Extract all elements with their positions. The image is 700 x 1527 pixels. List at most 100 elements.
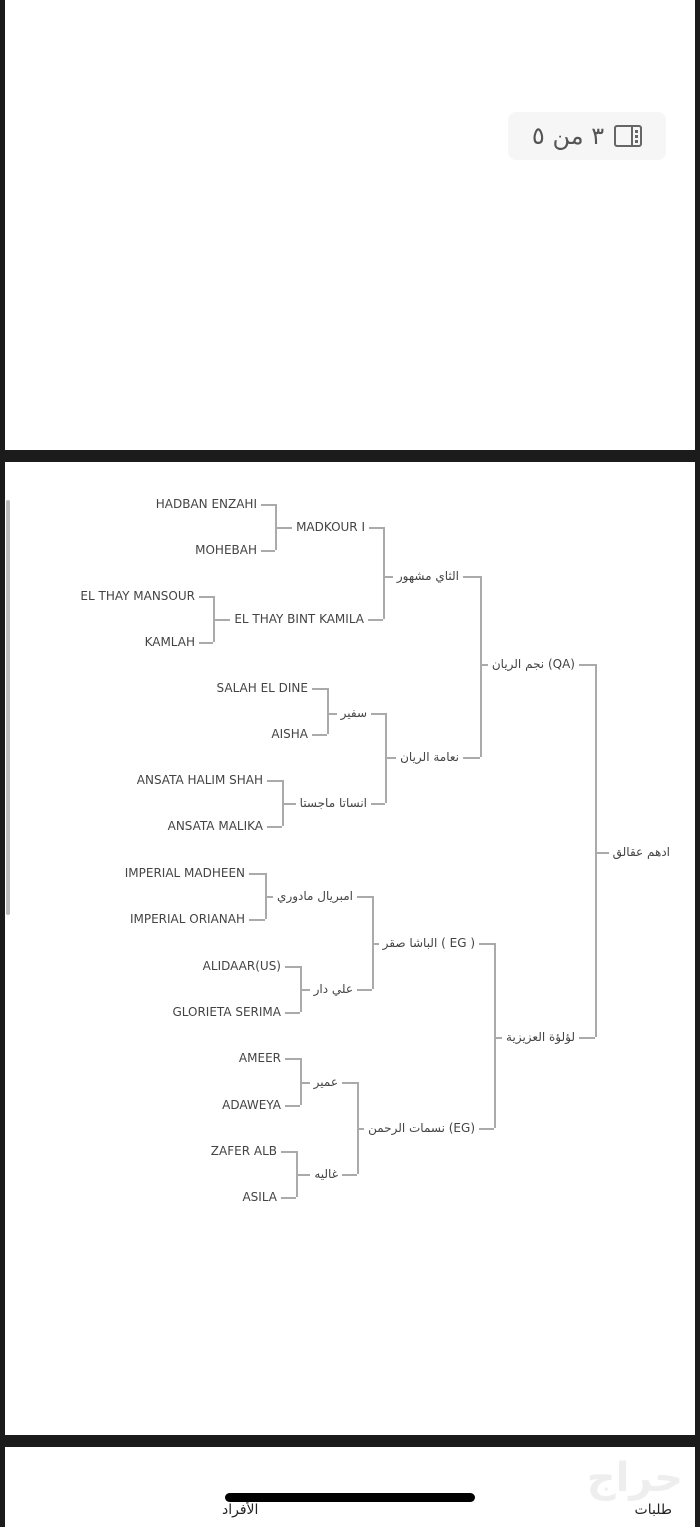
connector-line [371, 713, 385, 715]
connector-line [494, 943, 496, 1128]
connector-line [480, 576, 482, 757]
connector-line [357, 1082, 359, 1174]
pedigree-node-gen5: KAMLAH [144, 635, 195, 649]
connector-line [480, 664, 488, 666]
connector-line [275, 527, 293, 529]
connector-line [265, 873, 267, 919]
connector-line [213, 596, 215, 642]
footer-link-right[interactable]: طلبات [634, 1502, 672, 1518]
connector-line [327, 713, 337, 715]
image-viewer-panel: ٣ من ٥ [5, 0, 695, 450]
pedigree-node-gen4: علي دار [313, 982, 353, 996]
connector-line [281, 1197, 296, 1199]
connector-line [383, 576, 393, 578]
connector-line [282, 803, 296, 805]
image-counter-badge[interactable]: ٣ من ٥ [508, 112, 666, 160]
pedigree-node-gen4: غاليه [314, 1167, 338, 1181]
pedigree-node-gen5: MOHEBAH [195, 543, 257, 557]
pedigree-node-gen5: IMPERIAL MADHEEN [124, 866, 245, 880]
pedigree-node-gen5: AMEER [238, 1051, 281, 1065]
connector-line [285, 1058, 300, 1060]
home-indicator [225, 1493, 475, 1502]
pedigree-node-gen1: ادهم عقالق [612, 845, 670, 859]
connector-line [479, 943, 494, 945]
connector-line [463, 576, 480, 578]
connector-line [383, 527, 385, 619]
connector-line [261, 550, 275, 552]
pedigree-node-gen5: AISHA [271, 727, 308, 741]
connector-line [267, 780, 282, 782]
connector-line [249, 919, 265, 921]
pedigree-node-gen3: نعامة الريان [400, 750, 459, 764]
pedigree-node-gen3: الثاي مشهور [396, 569, 459, 583]
connector-line [595, 664, 597, 1037]
connector-line [368, 619, 383, 621]
connector-line [463, 757, 480, 759]
pedigree-node-gen5: GLORIETA SERIMA [172, 1005, 281, 1019]
connector-line [267, 826, 282, 828]
footer-panel: حراج [5, 1447, 695, 1527]
footer-link-left[interactable]: الأفراد [222, 1502, 259, 1518]
pedigree-node-gen5: SALAH EL DINE [216, 681, 308, 695]
connector-line [261, 504, 275, 506]
pedigree-node-gen5: ANSATA MALIKA [167, 819, 263, 833]
connector-line [579, 1037, 595, 1039]
connector-line [357, 896, 372, 898]
pedigree-node-gen4: امبريال مادوري [277, 889, 353, 903]
connector-line [372, 896, 374, 989]
connector-line [285, 966, 300, 968]
connector-line [249, 873, 265, 875]
connector-line [296, 1151, 298, 1197]
pedigree-node-gen2: لؤلؤة العزيزية [506, 1030, 575, 1044]
connector-line [357, 989, 372, 991]
connector-line [479, 1128, 494, 1130]
connector-line [300, 1082, 310, 1084]
pedigree-node-gen4: MADKOUR I [296, 520, 365, 534]
pedigree-node-gen4: سفير [340, 706, 367, 720]
gallery-panel-icon [614, 125, 643, 147]
connector-line [372, 943, 379, 945]
connector-line [213, 619, 231, 621]
connector-line [312, 734, 327, 736]
connector-line [342, 1174, 357, 1176]
pedigree-node-gen5: ZAFER ALB [210, 1144, 277, 1158]
pedigree-node-gen5: IMPERIAL ORIANAH [129, 912, 245, 926]
connector-line [327, 688, 329, 734]
pedigree-image-panel [5, 462, 695, 1435]
connector-line [285, 1012, 300, 1014]
pedigree-node-gen4: انساتا ماجستا [299, 796, 367, 810]
pedigree-node-gen5: ALIDAAR(US) [202, 959, 281, 973]
connector-line [285, 1105, 300, 1107]
connector-line [300, 966, 302, 1012]
image-counter-text: ٣ من ٥ [531, 122, 605, 150]
pedigree-node-gen5: ANSATA HALIM SHAH [136, 773, 263, 787]
scrollbar[interactable] [6, 500, 10, 915]
pedigree-node-gen5: EL THAY MANSOUR [80, 589, 195, 603]
haraj-logo: حراج [586, 1455, 683, 1501]
connector-line [199, 596, 213, 598]
connector-line [282, 780, 284, 826]
pedigree-node-gen5: HADBAN ENZAHI [155, 497, 257, 511]
connector-line [296, 1174, 311, 1176]
connector-line [385, 757, 397, 759]
connector-line [281, 1151, 296, 1153]
pedigree-node-gen4: EL THAY BINT KAMILA [234, 612, 364, 626]
connector-line [494, 1037, 503, 1039]
connector-line [300, 989, 310, 991]
pedigree-node-gen2: نجم الريان (QA) [491, 657, 575, 671]
connector-line [595, 852, 609, 854]
connector-line [357, 1128, 365, 1130]
connector-line [369, 527, 383, 529]
connector-line [385, 713, 387, 803]
connector-line [342, 1082, 357, 1084]
connector-line [265, 896, 274, 898]
connector-line [275, 504, 277, 550]
pedigree-node-gen4: عمير [313, 1075, 338, 1089]
connector-line [300, 1058, 302, 1105]
pedigree-node-gen5: ASILA [242, 1190, 277, 1204]
connector-line [371, 803, 385, 805]
pedigree-node-gen3: الباشا صقر ( EG ) [382, 936, 475, 950]
connector-line [579, 664, 595, 666]
connector-line [312, 688, 327, 690]
pedigree-node-gen5: ADAWEYA [222, 1098, 281, 1112]
